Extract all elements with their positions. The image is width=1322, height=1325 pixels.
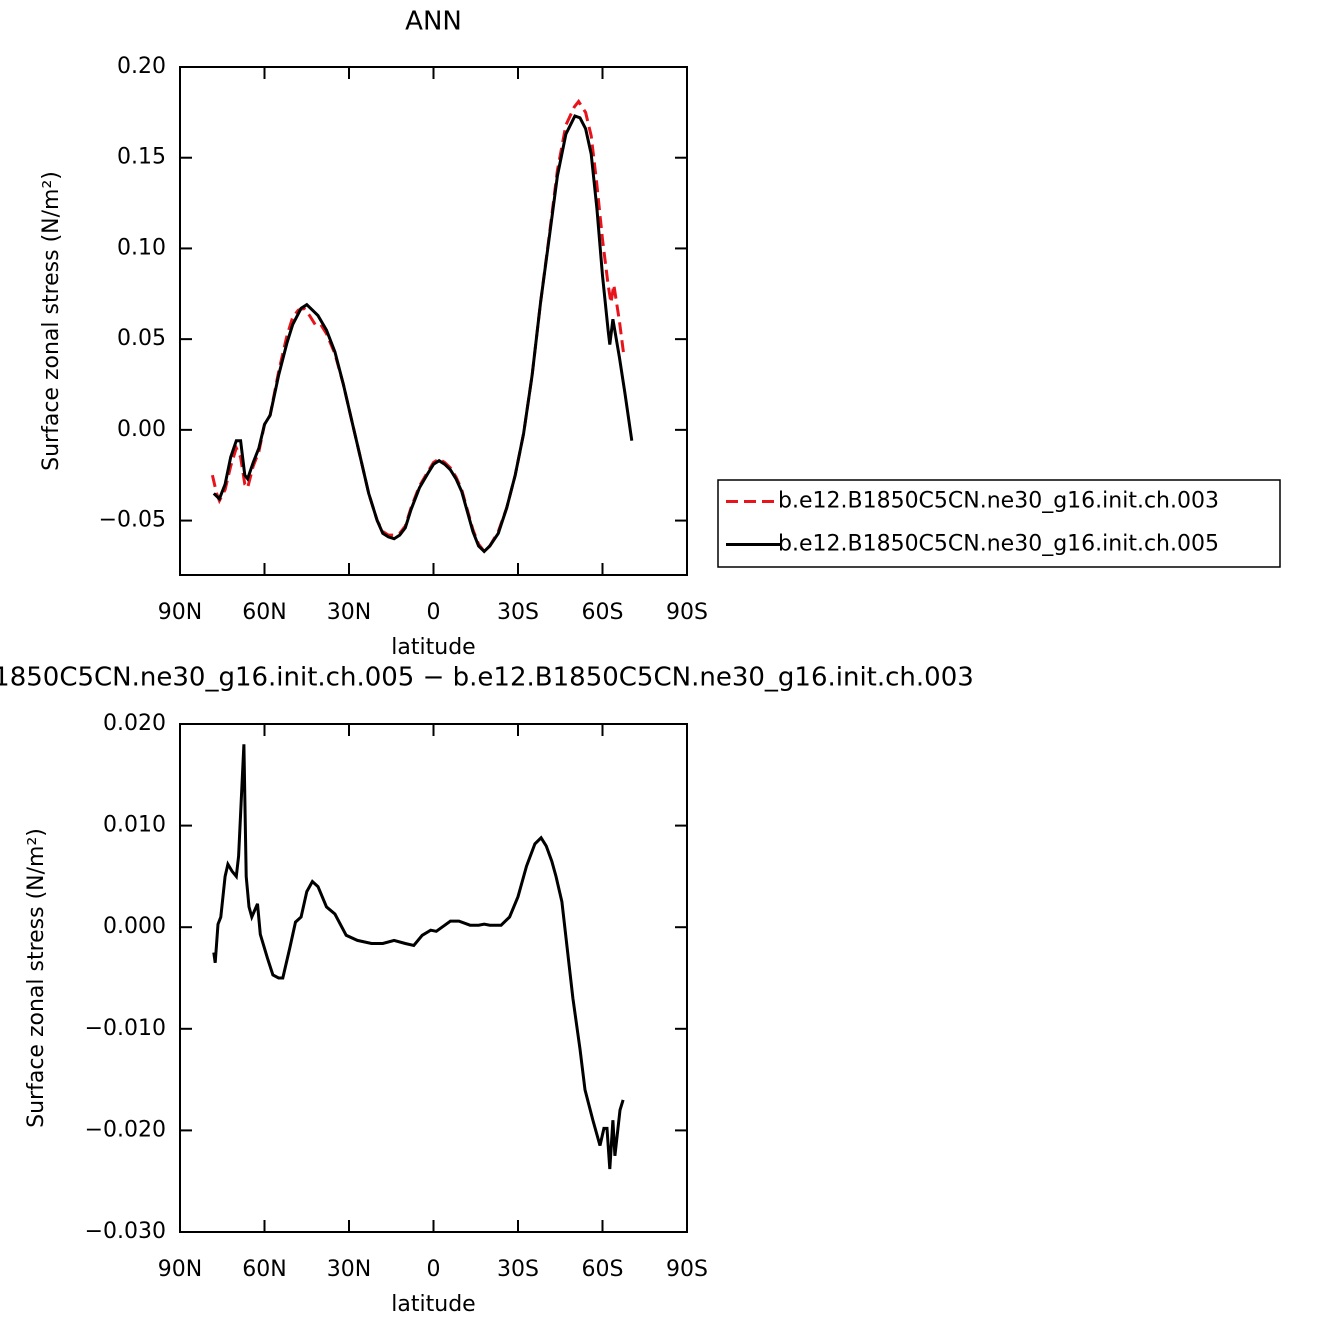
y-axis-label: Surface zonal stress (N/m²) <box>24 828 49 1128</box>
y-tick-label: −0.020 <box>85 1117 166 1142</box>
y-tick-label: 0.05 <box>117 326 166 351</box>
y-tick-label: 0.020 <box>103 711 166 736</box>
x-tick-label: 90N <box>158 600 202 625</box>
y-tick-label: 0.010 <box>103 813 166 838</box>
x-tick-label: 0 <box>427 1257 441 1282</box>
legend-box <box>717 479 1281 568</box>
x-tick-label: 30N <box>327 1257 371 1282</box>
y-tick-label: −0.030 <box>85 1219 166 1244</box>
x-tick-label: 60N <box>242 1257 286 1282</box>
data-line <box>210 98 626 554</box>
y-tick-label: 0.10 <box>117 235 166 260</box>
data-line <box>212 744 625 1170</box>
y-tick-label: −0.010 <box>85 1016 166 1041</box>
data-line <box>212 114 634 554</box>
plot-frame <box>179 66 688 576</box>
chart-title: b.e12.B1850C5CN.ne30_g16.init.ch.005 − b… <box>0 663 974 693</box>
y-tick-label: 0.00 <box>117 417 166 442</box>
y-tick-label: 0.15 <box>117 145 166 170</box>
x-tick-label: 90S <box>666 1257 708 1282</box>
y-tick-label: 0.20 <box>117 54 166 79</box>
x-axis-label: latitude <box>391 635 475 660</box>
x-tick-label: 60S <box>582 600 624 625</box>
legend-label: b.e12.B1850C5CN.ne30_g16.init.ch.005 <box>778 532 1219 557</box>
x-tick-label: 60S <box>582 1257 624 1282</box>
x-axis-label: latitude <box>391 1292 475 1317</box>
x-tick-label: 0 <box>427 600 441 625</box>
x-tick-label: 90N <box>158 1257 202 1282</box>
legend-label: b.e12.B1850C5CN.ne30_g16.init.ch.003 <box>778 489 1219 514</box>
x-tick-label: 90S <box>666 600 708 625</box>
y-tick-label: 0.000 <box>103 914 166 939</box>
y-axis-label: Surface zonal stress (N/m²) <box>39 171 64 471</box>
x-tick-label: 30S <box>497 1257 539 1282</box>
x-tick-label: 30S <box>497 600 539 625</box>
x-tick-label: 60N <box>242 600 286 625</box>
x-tick-label: 30N <box>327 600 371 625</box>
plot-frame <box>179 723 688 1233</box>
y-tick-label: −0.05 <box>99 508 166 533</box>
chart-title: ANN <box>405 7 462 37</box>
